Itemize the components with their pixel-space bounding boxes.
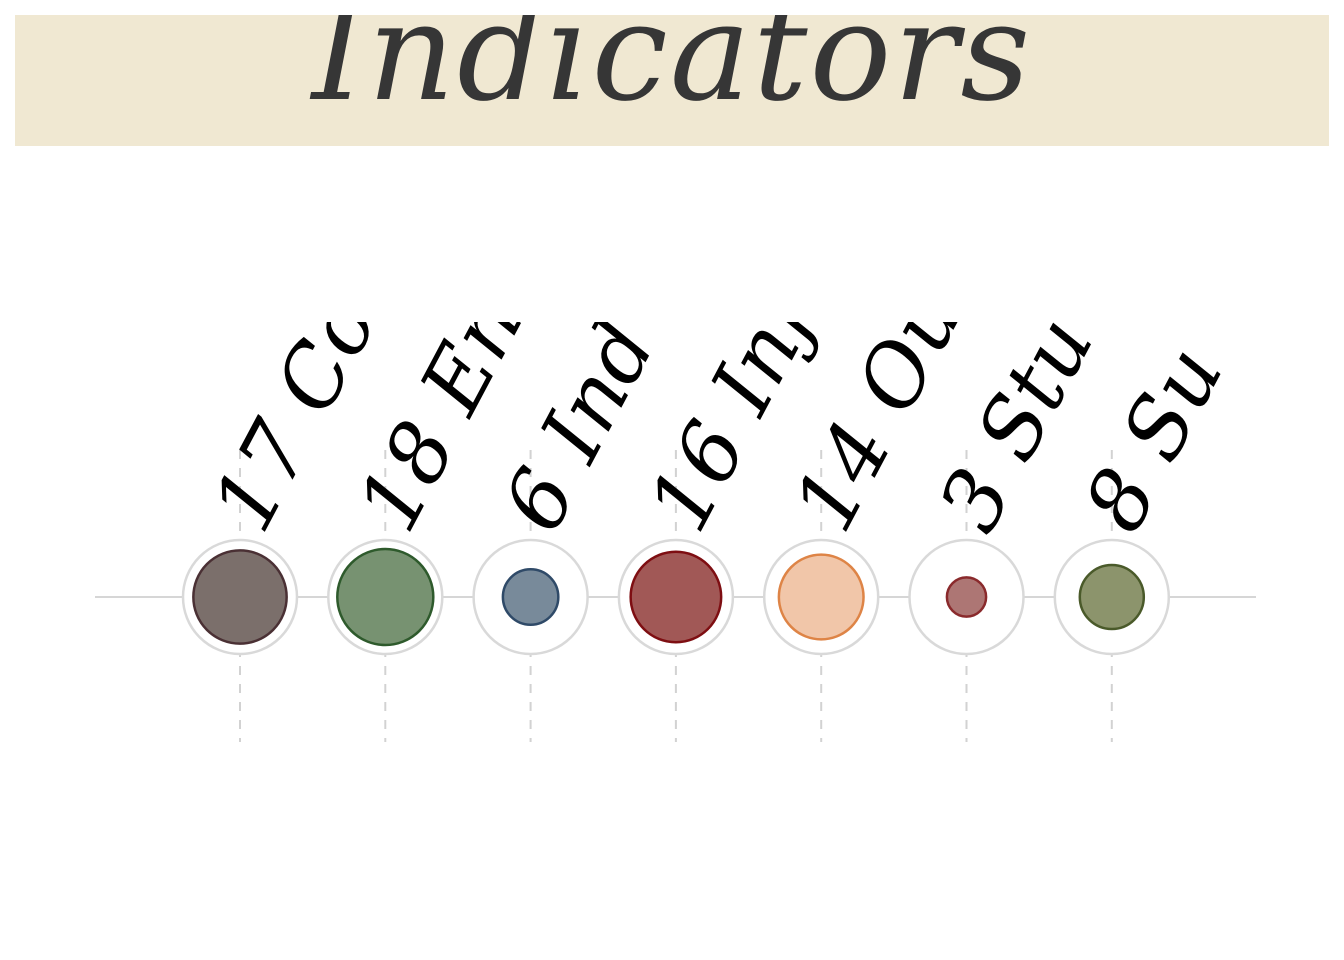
bubble-co: [192, 549, 288, 645]
bubble-layer: [192, 547, 1146, 647]
bubble-stu: [945, 576, 988, 618]
chart-title: Indicators: [311, 15, 1033, 132]
bubble-ind: [501, 568, 560, 626]
title-banner: Indicators: [15, 15, 1329, 146]
bubble-su: [1078, 563, 1146, 631]
bubble-inj: [629, 550, 723, 644]
bubble-ou: [777, 553, 865, 641]
bubble-en: [336, 547, 435, 647]
